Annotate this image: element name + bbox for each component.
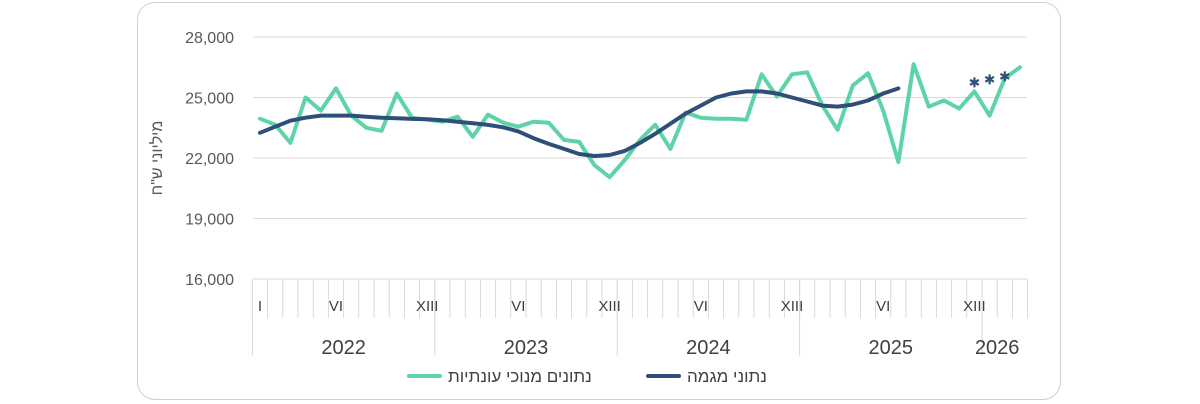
year-label: 2026 xyxy=(975,337,1020,359)
y-tick-label: 16,000 xyxy=(185,272,234,289)
forecast-marker xyxy=(969,77,980,88)
legend-label-seasonally-adjusted: נתונים מנוכי עונתיות xyxy=(448,367,592,386)
y-tick-label: 28,000 xyxy=(185,30,234,47)
year-label: 2022 xyxy=(321,337,366,359)
month-label: XIII xyxy=(416,298,439,315)
chart-frame xyxy=(137,2,1061,400)
series-lines xyxy=(258,62,1022,180)
year-label: 2023 xyxy=(504,337,549,359)
y-tick-label: 22,000 xyxy=(185,151,234,168)
y-tick-label: 25,000 xyxy=(185,91,234,108)
grid-lines xyxy=(253,36,1027,280)
month-label: VI xyxy=(511,298,525,315)
month-label: XIII xyxy=(963,298,986,315)
seasonally-adjusted-line xyxy=(258,62,1022,180)
month-label: VI xyxy=(876,298,890,315)
trend-line xyxy=(258,86,901,158)
legend: נתונים מנוכי עונתיות נתוני מגמה xyxy=(407,367,767,386)
x-axis: I VI XIII VI XIII VI XIII VI XIII 2022 2023 2024 202… xyxy=(251,279,1029,359)
month-label: I xyxy=(258,298,262,315)
month-label: VI xyxy=(694,298,708,315)
forecast-marker xyxy=(999,71,1010,82)
month-label: XIII xyxy=(598,298,621,315)
year-label: 2025 xyxy=(869,337,914,359)
y-tick-label: 19,000 xyxy=(185,212,234,229)
month-label: XIII xyxy=(781,298,804,315)
month-label: VI xyxy=(329,298,343,315)
y-axis-ticks: 16,000 19,000 22,000 25,000 28,000 xyxy=(185,30,234,289)
legend-label-trend: נתוני מגמה xyxy=(687,367,767,386)
forecast-marker xyxy=(984,74,995,85)
year-label: 2024 xyxy=(686,337,731,359)
y-axis-label: מיליוני ש"ח xyxy=(148,121,166,196)
